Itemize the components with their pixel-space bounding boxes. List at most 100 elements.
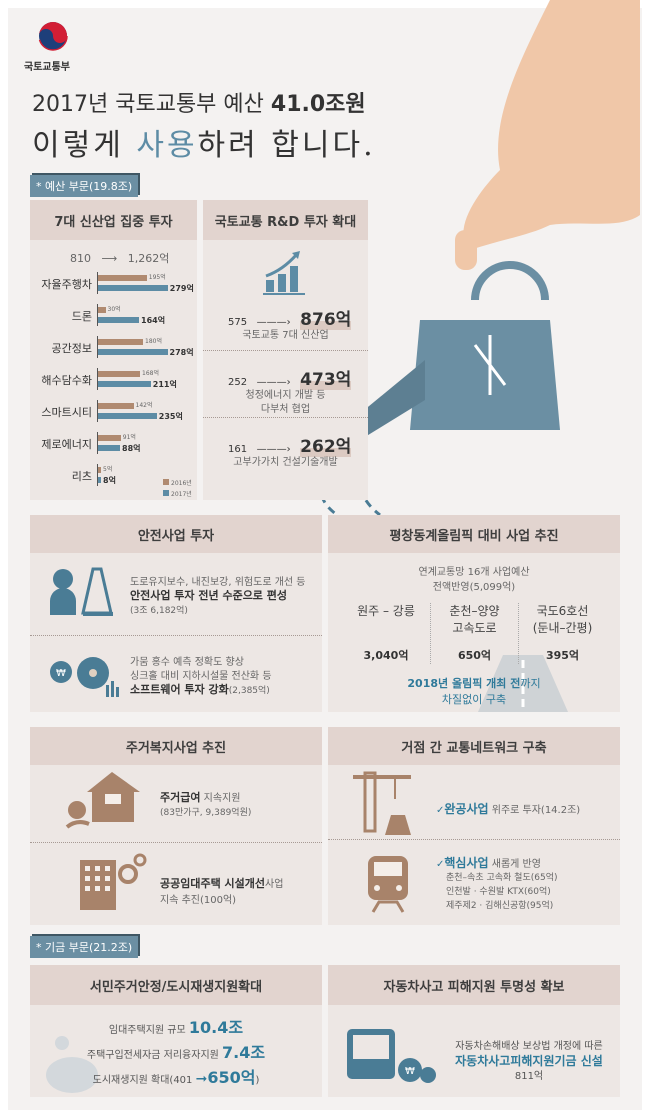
category-label: 스마트시티 [41,406,92,419]
bar-2017년 [98,445,120,451]
svg-text:₩: ₩ [56,668,66,679]
data-label: 30억 [107,306,121,313]
axis-line [97,400,98,422]
bar-chart: 자율주행차 195억 279억 드론 30억 164억 공간정보 180억 278억 해수담수화 1… [30,270,197,498]
rnd-item: 161 ———› 262억 [228,437,352,457]
panel-header: 자동차사고 피해지원 투명성 확보 [328,965,620,1005]
olympic-footer: 2018년 올림픽 개최 전까지 차질없이 구축 [407,677,541,706]
panel-header: 서민주거안정/도시재생지원확대 [30,965,322,1005]
worker-oil-rig-icon [50,567,113,616]
category-label: 드론 [71,310,92,323]
panel-header: 안전사업 투자 [30,515,322,553]
text: 지속 추진(100억) [160,895,237,906]
category-label: 해수담수화 [41,374,92,387]
road-icon [478,655,568,712]
network-panel: 거점 간 교통네트워크 구축 ✓완공사업 위주로 투자(14.2조) ✓핵심사업… [328,727,620,925]
fund-section-badge: * 기금 부문(21.2조) [30,936,139,958]
bar-2017년 [98,381,151,387]
car-text: 자동차손해배상 보상법 개정에 따른 자동차사고피해지원기금 신설 811억 [455,1041,603,1082]
urban-panel: 서민주거안정/도시재생지원확대 임대주택지원 규모 10.4조 주택구입전세자금… [30,965,322,1097]
apartment-gear-icon [80,853,147,910]
bar-2016년 [98,307,106,313]
core-projects: 춘천–속초 고속화 철도(65억) 인천발 · 수원발 KTX(60억) 제주제2 … [446,873,558,911]
bar-2017년 [98,285,168,291]
axis-line [97,432,98,454]
rnd-panel: 국토교통 R&D 투자 확대 575 ———› 876억 국토교통 7대 신산업 2… [203,200,368,500]
bar-2016년 [98,467,101,473]
panel-header: 7대 신산업 집중 투자 [30,200,197,240]
train-icon [368,856,408,913]
bar-2016년 [98,339,143,345]
divider [328,839,620,840]
hand-icon [463,0,640,250]
svg-text:₩: ₩ [405,1066,415,1077]
text: (83만가구, 9,389억원) [160,808,252,818]
text: 주거급여 지속지원 [160,791,241,804]
watering-can-icon [410,320,560,430]
growth-chart-icon [263,251,305,295]
text: 싱크홀 대비 지하시설물 전산화 등 [130,671,272,682]
rnd-item: 575 ———› 876억 [228,310,352,330]
panel-header: 거점 간 교통네트워크 구축 [328,727,620,765]
logo: 국토교통부 [24,20,84,73]
panel-header: 평창동계올림픽 대비 사업 추진 [328,515,620,553]
money-software-icon: ₩ [50,657,119,697]
bar-2016년 [98,435,121,441]
data-label: 180억 [145,338,162,345]
axis-line [97,464,98,486]
text: 공공임대주택 시설개선사업 [160,877,284,890]
divider [203,417,368,418]
taegeuk-logo-icon [38,21,68,51]
olympic-project: 춘천–양양 고속도로 650억 [430,603,518,664]
data-label: 279억 [169,284,194,293]
text: ✓완공사업 위주로 투자(14.2조) [436,802,581,816]
piggy-bank-icon [46,1036,98,1093]
data-label: 164억 [141,316,166,325]
title-line2: 이렇게 사용하려 합니다. [32,128,376,163]
intro: 연계교통망 16개 사업예산 전액반영(5,099억) [418,567,530,593]
data-label: 91억 [122,434,136,441]
axis-line [97,304,98,326]
divider [30,842,322,843]
bar-2017년 [98,477,101,483]
text: 소프트웨어 투자 강화(2,385억) [130,683,270,696]
data-label: 211억 [152,380,177,389]
olympic-project: 원주 – 강릉 3,040억 [357,604,415,662]
category-label: 제로에너지 [41,438,92,451]
data-label: 235억 [158,412,183,421]
bar-2017년 [98,317,139,323]
rnd-desc: 국토교통 7대 신산업 [242,330,329,341]
panel-header: 국토교통 R&D 투자 확대 [203,200,368,240]
category-label: 자율주행차 [41,278,92,291]
category-label: 리츠 [71,470,92,483]
house-money-icon [65,772,140,829]
rnd-item: 252 ———› 473억 [228,370,352,390]
org-name: 국토교통부 [24,62,70,73]
rnd-desc: 고부가가치 건설기술개발 [233,457,338,468]
text: 가뭄 홍수 예측 정확도 향상 [130,657,244,668]
bar-2016년 [98,403,134,409]
bar-2016년 [98,275,147,281]
text: ✓핵심사업 새롭게 반영 [436,856,541,870]
bar-2017년 [98,349,168,355]
safety-panel: 안전사업 투자 도로유지보수, 내진보강, 위험도로 개선 등 안전사업 투자 … [30,515,322,712]
data-label: 278억 [169,348,194,357]
bar-2016년 [98,371,140,377]
data-label: 168억 [142,370,159,377]
car-panel: 자동차사고 피해지원 투명성 확보 ₩ 자동차손해배상 보상법 개정에 따른 자동… [328,965,620,1097]
bus-money-icon: ₩ [347,1029,436,1083]
data-label: 142억 [135,402,153,409]
rnd-desc: 청정에너지 개발 등 다부처 협업 [245,390,326,415]
text: 도로유지보수, 내진보강, 위험도로 개선 등 [130,577,306,588]
data-label: 5억 [103,466,113,473]
data-label: 8억 [103,476,116,485]
budget-section-badge: * 예산 부문(19.8조) [30,175,139,197]
title-line1: 2017년 국토교통부 예산 41.0조원 [32,92,366,117]
urban-lines: 임대주택지원 규모 10.4조 주택구입전세자금 저리융자지원 7.4조 도시재… [86,1018,266,1087]
legend-item: 2017년 [163,489,192,498]
housing-panel: 주거복지사업 추진 주거급여 지속지원 (83만가구, 9,389억원) 공공임… [30,727,322,925]
text: (3조 6,182억) [130,606,188,616]
divider [30,635,322,636]
new-industry-panel: 7대 신산업 집중 투자 810 ⟶ 1,262억 자율주행차 195억 279억 드… [30,200,197,500]
legend-item: 2016년 [163,478,192,487]
